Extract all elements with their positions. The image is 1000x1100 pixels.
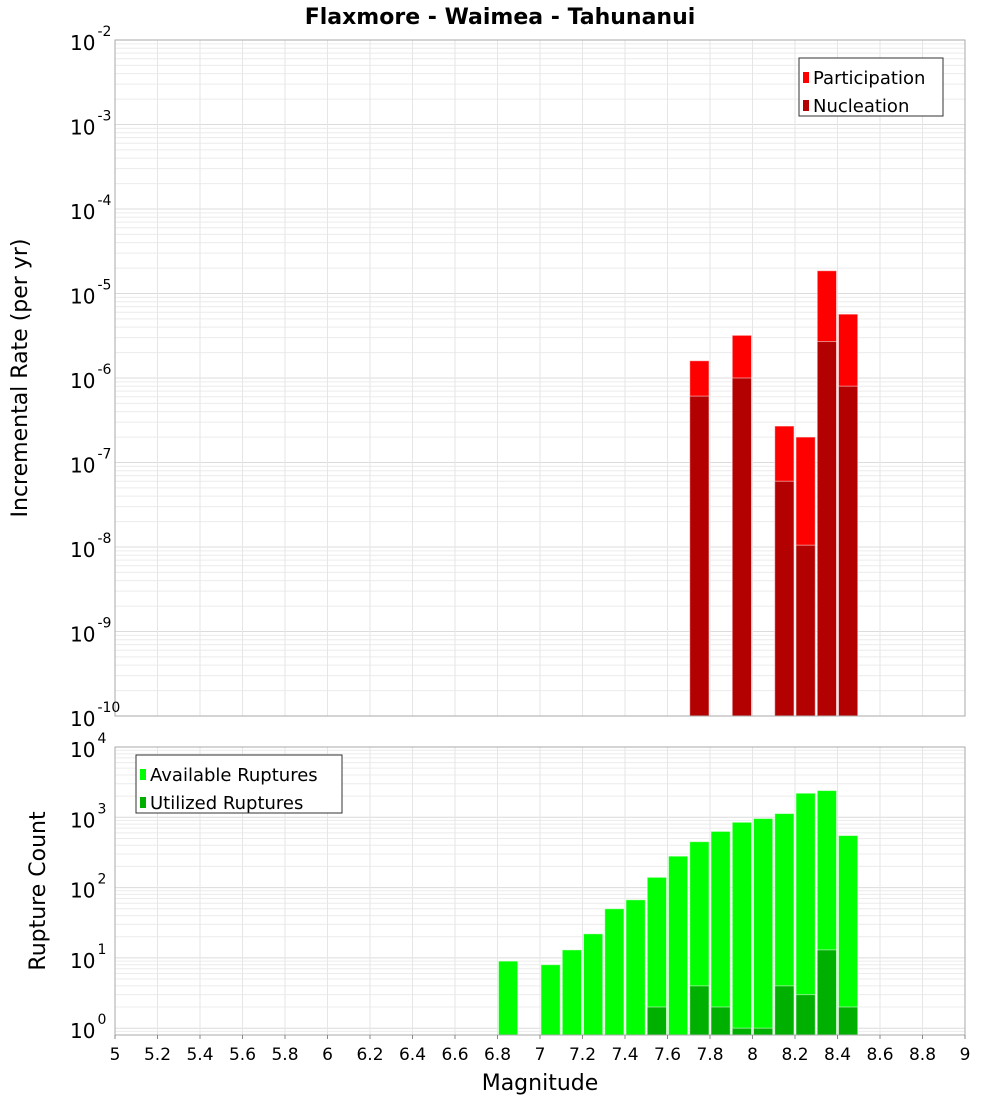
bar-utilized-ruptures <box>774 985 795 1036</box>
bar-utilized-ruptures <box>838 1006 859 1036</box>
bar-nucleation <box>795 544 816 717</box>
x-tick-label: 6.8 <box>484 1045 511 1065</box>
legend-label: Utilized Ruptures <box>150 793 303 814</box>
legend-swatch <box>803 100 809 111</box>
legend-label: Available Ruptures <box>150 765 318 786</box>
bar-utilized-ruptures <box>816 949 837 1036</box>
bar-utilized-ruptures <box>795 994 816 1036</box>
y-tick-label: 10 -4 <box>70 193 112 224</box>
y-tick-label: 10 3 <box>70 801 106 832</box>
y-tick-label: 10 0 <box>70 1012 106 1043</box>
x-tick-label: 5.6 <box>229 1045 256 1065</box>
legend-swatch <box>140 797 146 808</box>
bar-available-ruptures <box>540 964 561 1036</box>
x-tick-label: 7 <box>535 1045 546 1065</box>
bar-available-ruptures <box>583 933 604 1036</box>
x-tick-label: 5.4 <box>186 1045 213 1065</box>
x-tick-label: 8 <box>747 1045 758 1065</box>
x-tick-label: 6.4 <box>399 1045 426 1065</box>
x-tick-label: 7.8 <box>696 1045 723 1065</box>
x-tick-label: 7.4 <box>611 1045 638 1065</box>
x-tick-label: 6.2 <box>356 1045 383 1065</box>
bar-utilized-ruptures <box>646 1006 667 1036</box>
bar-available-ruptures <box>838 835 859 1036</box>
y-tick-label: 10 -10 <box>70 700 120 731</box>
x-tick-label: 8.8 <box>909 1045 936 1065</box>
bar-utilized-ruptures <box>753 1027 774 1036</box>
bar-nucleation <box>731 377 752 717</box>
x-tick-label: 8.4 <box>824 1045 851 1065</box>
legend-box <box>798 57 944 117</box>
x-tick-label: 5.2 <box>144 1045 171 1065</box>
bar-utilized-ruptures <box>710 1006 731 1036</box>
y-tick-label: 10 -2 <box>70 24 111 55</box>
bar-nucleation <box>816 341 837 717</box>
legend-swatch <box>140 769 146 780</box>
bar-available-ruptures <box>668 855 689 1036</box>
x-tick-label: 9 <box>960 1045 971 1065</box>
top-y-axis-label: Incremental Rate (per yr) <box>8 239 33 518</box>
bar-utilized-ruptures <box>731 1027 752 1036</box>
x-axis-label: Magnitude <box>482 1071 599 1096</box>
bar-available-ruptures <box>731 821 752 1036</box>
bar-available-ruptures <box>561 949 582 1036</box>
chart-title: Flaxmore - Waimea - Tahunanui <box>305 5 696 30</box>
x-tick-label: 5.8 <box>271 1045 298 1065</box>
x-tick-label: 5 <box>110 1045 121 1065</box>
x-tick-label: 8.6 <box>866 1045 893 1065</box>
bar-available-ruptures <box>498 960 519 1036</box>
y-tick-label: 10 1 <box>70 942 106 973</box>
bar-available-ruptures <box>710 830 731 1036</box>
bar-available-ruptures <box>753 818 774 1036</box>
y-tick-label: 10 -3 <box>70 109 111 140</box>
x-tick-label: 6.6 <box>441 1045 468 1065</box>
x-tick-label: 7.2 <box>569 1045 596 1065</box>
legend-label: Nucleation <box>813 96 909 117</box>
bar-available-ruptures <box>625 899 646 1036</box>
legend: Available Ruptures Utilized Ruptures <box>135 754 343 814</box>
x-tick-label: 8.2 <box>781 1045 808 1065</box>
x-tick-label: 6 <box>322 1045 333 1065</box>
bottom-y-axis-label: Rupture Count <box>26 811 51 971</box>
bar-nucleation <box>689 395 710 717</box>
y-tick-label: 10 2 <box>70 872 106 903</box>
bar-available-ruptures <box>604 908 625 1036</box>
plot-border <box>114 39 966 717</box>
x-tick-label: 7.6 <box>654 1045 681 1065</box>
legend: Participation Nucleation <box>798 57 944 117</box>
bar-nucleation <box>838 385 859 717</box>
bar-utilized-ruptures <box>689 985 710 1036</box>
y-tick-label: 10 -7 <box>70 447 111 478</box>
y-tick-label: 10 -9 <box>70 616 111 647</box>
legend-label: Participation <box>813 68 925 89</box>
legend-box <box>135 754 343 814</box>
top-plot: 10-2 10-3 10-4 10-5 10-6 10-7 10-8 10-9 10 -10 Par… <box>70 24 966 731</box>
y-tick-label: 10 -6 <box>70 362 112 393</box>
y-tick-label: 10 4 <box>70 731 106 762</box>
bar-nucleation <box>774 480 795 717</box>
y-tick-label: 10 -5 <box>70 278 111 309</box>
legend-swatch <box>803 72 809 83</box>
y-tick-label: 10 -8 <box>70 531 111 562</box>
